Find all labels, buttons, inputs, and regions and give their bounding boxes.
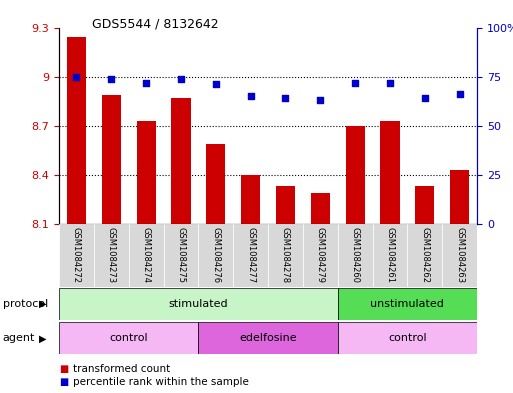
Bar	[338, 288, 477, 320]
Bar	[311, 193, 330, 224]
Bar	[276, 186, 295, 224]
Point	[177, 75, 185, 82]
Text: unstimulated: unstimulated	[370, 299, 444, 309]
Bar	[407, 224, 442, 287]
Bar	[59, 224, 94, 287]
Point	[456, 91, 464, 97]
Bar	[164, 224, 199, 287]
Bar	[199, 224, 233, 287]
Bar	[338, 224, 372, 287]
Text: GSM1084276: GSM1084276	[211, 227, 220, 283]
Point	[72, 73, 81, 80]
Point	[351, 79, 359, 86]
Bar	[59, 288, 338, 320]
Bar	[372, 224, 407, 287]
Text: GSM1084275: GSM1084275	[176, 227, 185, 283]
Text: GSM1084279: GSM1084279	[316, 227, 325, 283]
Text: percentile rank within the sample: percentile rank within the sample	[73, 377, 249, 387]
Text: ▶: ▶	[38, 299, 46, 309]
Text: ■: ■	[59, 364, 68, 375]
Bar	[59, 322, 199, 354]
Text: GSM1084262: GSM1084262	[420, 227, 429, 283]
Text: GSM1084277: GSM1084277	[246, 227, 255, 283]
Text: GSM1084278: GSM1084278	[281, 227, 290, 283]
Text: GSM1084260: GSM1084260	[351, 227, 360, 283]
Text: transformed count: transformed count	[73, 364, 171, 375]
Text: ▶: ▶	[38, 333, 46, 343]
Bar	[442, 224, 477, 287]
Bar	[241, 175, 260, 224]
Bar	[129, 224, 164, 287]
Bar	[171, 98, 190, 224]
Bar	[381, 121, 400, 224]
Bar	[102, 95, 121, 224]
Bar	[94, 224, 129, 287]
Point	[107, 75, 115, 82]
Point	[247, 93, 255, 99]
Point	[386, 79, 394, 86]
Point	[316, 97, 324, 103]
Bar	[136, 121, 155, 224]
Bar	[268, 224, 303, 287]
Point	[212, 81, 220, 88]
Bar	[199, 322, 338, 354]
Text: GSM1084274: GSM1084274	[142, 227, 151, 283]
Bar	[67, 37, 86, 224]
Text: GSM1084272: GSM1084272	[72, 227, 81, 283]
Bar	[415, 186, 435, 224]
Text: ■: ■	[59, 377, 68, 387]
Text: GSM1084261: GSM1084261	[385, 227, 394, 283]
Point	[421, 95, 429, 101]
Point	[281, 95, 289, 101]
Text: GDS5544 / 8132642: GDS5544 / 8132642	[92, 18, 219, 31]
Text: GSM1084273: GSM1084273	[107, 227, 116, 283]
Text: agent: agent	[3, 333, 35, 343]
Bar	[338, 322, 477, 354]
Text: control: control	[109, 333, 148, 343]
Text: GSM1084263: GSM1084263	[455, 227, 464, 283]
Point	[142, 79, 150, 86]
Text: stimulated: stimulated	[169, 299, 228, 309]
Bar	[303, 224, 338, 287]
Bar	[233, 224, 268, 287]
Text: edelfosine: edelfosine	[239, 333, 297, 343]
Text: protocol: protocol	[3, 299, 48, 309]
Text: control: control	[388, 333, 427, 343]
Bar	[206, 144, 225, 224]
Bar	[346, 126, 365, 224]
Bar	[450, 170, 469, 224]
